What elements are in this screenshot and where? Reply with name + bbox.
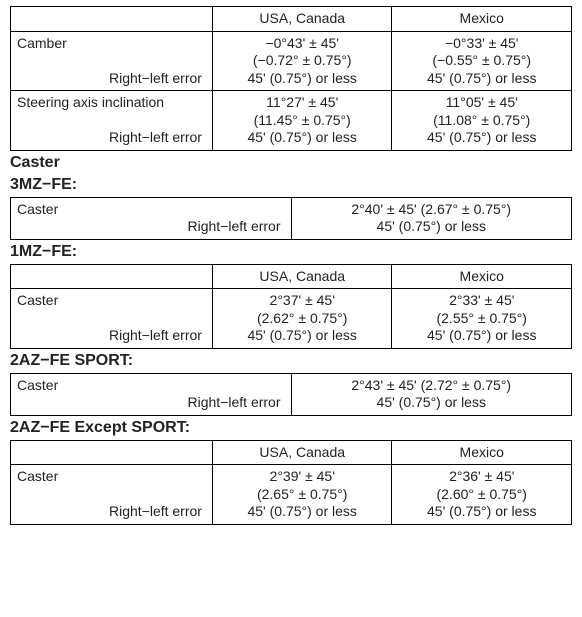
label-rl-error: Right−left error — [17, 129, 206, 147]
label-camber: Camber — [17, 35, 206, 53]
heading-2az-sport: 2AZ−FE SPORT: — [10, 351, 572, 371]
table-2az-except: USA, Canada Mexico Caster Right−left err… — [10, 440, 572, 525]
table-row: Caster Right−left error 2°40' ± 45' (2.6… — [11, 197, 572, 239]
value: 45' (0.75°) or less — [377, 394, 486, 410]
sai-mex: 11°05' ± 45' (11.08° ± 0.75°) 45' (0.75°… — [392, 91, 572, 151]
page: USA, Canada Mexico Camber Right−left err… — [0, 0, 582, 537]
value: 2°40' ± 45' (2.67° ± 0.75°) — [351, 201, 511, 217]
camber-mex: −0°33' ± 45' (−0.55° ± 0.75°) 45' (0.75°… — [392, 31, 572, 91]
label-rl-error: Right−left error — [17, 503, 206, 521]
value: −0°33' ± 45' — [445, 35, 519, 51]
header-mexico: Mexico — [392, 440, 572, 465]
heading-1mz-fe: 1MZ−FE: — [10, 242, 572, 262]
table-row: USA, Canada Mexico — [11, 264, 572, 289]
label-caster: Caster — [17, 292, 206, 310]
table-camber-sai: USA, Canada Mexico Camber Right−left err… — [10, 6, 572, 151]
header-mexico: Mexico — [392, 264, 572, 289]
table-row: Steering axis inclination Right−left err… — [11, 91, 572, 151]
value: 45' (0.75°) or less — [427, 503, 536, 519]
row-label-caster: Caster Right−left error — [11, 197, 292, 239]
caster-2az-except-usa: 2°39' ± 45' (2.65° ± 0.75°) 45' (0.75°) … — [212, 465, 392, 525]
label-rl-error: Right−left error — [17, 70, 206, 88]
table-row: Caster Right−left error 2°39' ± 45' (2.6… — [11, 465, 572, 525]
header-mexico: Mexico — [392, 7, 572, 32]
header-blank — [11, 440, 213, 465]
value: 2°43' ± 45' (2.72° ± 0.75°) — [351, 377, 511, 393]
value: 11°05' ± 45' — [446, 94, 518, 110]
table-row: Caster Right−left error 2°37' ± 45' (2.6… — [11, 289, 572, 349]
label-rl-error: Right−left error — [17, 327, 206, 345]
value: 45' (0.75°) or less — [247, 129, 356, 145]
value: (11.08° ± 0.75°) — [433, 112, 530, 128]
label-caster: Caster — [17, 201, 285, 219]
value: 45' (0.75°) or less — [247, 70, 356, 86]
table-row: Caster Right−left error 2°43' ± 45' (2.7… — [11, 373, 572, 415]
table-2az-sport: Caster Right−left error 2°43' ± 45' (2.7… — [10, 373, 572, 416]
value: (2.62° ± 0.75°) — [257, 310, 347, 326]
value: −0°43' ± 45' — [265, 35, 339, 51]
header-blank — [11, 7, 213, 32]
row-label-caster: Caster Right−left error — [11, 373, 292, 415]
table-1mz: USA, Canada Mexico Caster Right−left err… — [10, 264, 572, 349]
value: (−0.72° ± 0.75°) — [253, 52, 352, 68]
sai-usa: 11°27' ± 45' (11.45° ± 0.75°) 45' (0.75°… — [212, 91, 392, 151]
label-caster: Caster — [17, 468, 206, 486]
value: (2.65° ± 0.75°) — [257, 486, 347, 502]
row-label-sai: Steering axis inclination Right−left err… — [11, 91, 213, 151]
row-label-caster: Caster Right−left error — [11, 465, 213, 525]
value: 45' (0.75°) or less — [427, 129, 536, 145]
header-usa-canada: USA, Canada — [212, 440, 392, 465]
table-3mz: Caster Right−left error 2°40' ± 45' (2.6… — [10, 197, 572, 240]
row-label-camber: Camber Right−left error — [11, 31, 213, 91]
value: (2.60° ± 0.75°) — [436, 486, 526, 502]
header-usa-canada: USA, Canada — [212, 264, 392, 289]
value: 45' (0.75°) or less — [247, 503, 356, 519]
row-label-caster: Caster Right−left error — [11, 289, 213, 349]
value: (11.45° ± 0.75°) — [254, 112, 351, 128]
table-row: Camber Right−left error −0°43' ± 45' (−0… — [11, 31, 572, 91]
value: (−0.55° ± 0.75°) — [432, 52, 531, 68]
heading-caster: Caster — [10, 153, 572, 173]
header-blank — [11, 264, 213, 289]
caster-1mz-usa: 2°37' ± 45' (2.62° ± 0.75°) 45' (0.75°) … — [212, 289, 392, 349]
label-rl-error: Right−left error — [17, 394, 285, 412]
value: (2.55° ± 0.75°) — [436, 310, 526, 326]
label-sai: Steering axis inclination — [17, 94, 206, 112]
value: 11°27' ± 45' — [266, 94, 338, 110]
value: 45' (0.75°) or less — [247, 327, 356, 343]
value: 2°37' ± 45' — [270, 292, 335, 308]
value: 45' (0.75°) or less — [427, 70, 536, 86]
label-rl-error: Right−left error — [17, 218, 285, 236]
header-usa-canada: USA, Canada — [212, 7, 392, 32]
label-caster: Caster — [17, 377, 285, 395]
heading-3mz-fe: 3MZ−FE: — [10, 175, 572, 195]
value: 2°39' ± 45' — [270, 468, 335, 484]
value: 2°36' ± 45' — [449, 468, 514, 484]
camber-usa: −0°43' ± 45' (−0.72° ± 0.75°) 45' (0.75°… — [212, 31, 392, 91]
value: 45' (0.75°) or less — [377, 218, 486, 234]
caster-3mz: 2°40' ± 45' (2.67° ± 0.75°) 45' (0.75°) … — [291, 197, 572, 239]
caster-1mz-mex: 2°33' ± 45' (2.55° ± 0.75°) 45' (0.75°) … — [392, 289, 572, 349]
heading-2az-except: 2AZ−FE Except SPORT: — [10, 418, 572, 438]
table-row: USA, Canada Mexico — [11, 7, 572, 32]
value: 45' (0.75°) or less — [427, 327, 536, 343]
caster-2az-except-mex: 2°36' ± 45' (2.60° ± 0.75°) 45' (0.75°) … — [392, 465, 572, 525]
caster-2az-sport: 2°43' ± 45' (2.72° ± 0.75°) 45' (0.75°) … — [291, 373, 572, 415]
value: 2°33' ± 45' — [449, 292, 514, 308]
table-row: USA, Canada Mexico — [11, 440, 572, 465]
